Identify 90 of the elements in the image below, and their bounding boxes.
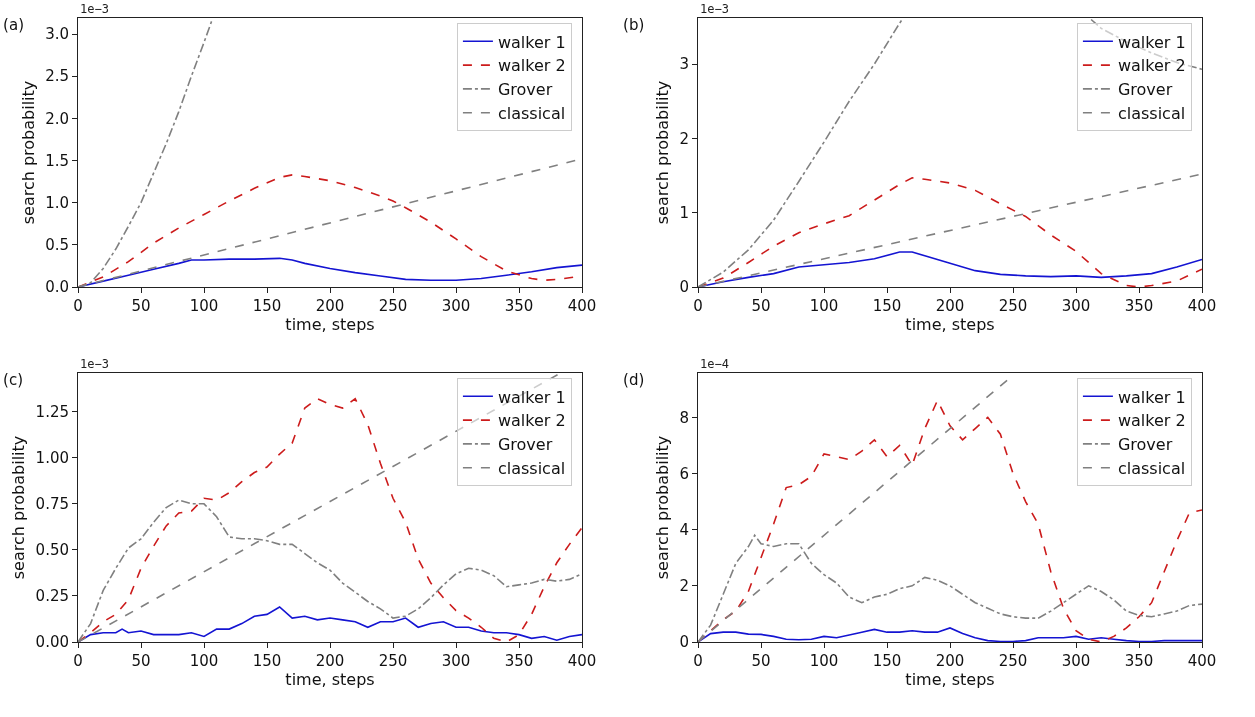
x-tick-label: 200 <box>935 652 965 670</box>
y-axis-title: search probability <box>653 80 673 225</box>
x-tick-label: 0 <box>73 297 83 315</box>
y-tick-label: 0.0 <box>45 278 69 297</box>
text: 1e−3 <box>80 357 109 371</box>
chart-title: (b) <box>623 15 645 34</box>
y-tick-label: 1.25 <box>35 402 69 421</box>
y-tick-label: 1.0 <box>45 193 69 212</box>
x-tick-label: 100 <box>809 297 839 315</box>
y-tick-label: 0.00 <box>35 633 69 652</box>
x-tick-label: 300 <box>1061 297 1091 315</box>
y-tick-label: 1.5 <box>45 151 69 170</box>
text: 1e−4 <box>700 357 729 371</box>
legend-label: Grover <box>497 80 553 100</box>
legend-label: walker 2 <box>497 411 566 431</box>
chart-title: (d) <box>623 370 645 389</box>
x-tick-label: 50 <box>751 297 771 315</box>
x-tick-label: 400 <box>567 297 597 315</box>
y-tick-label: 2 <box>679 577 689 596</box>
legend-label: walker 1 <box>497 387 566 407</box>
x-tick-label: 350 <box>1124 652 1154 670</box>
y-tick-label: 4 <box>679 520 689 539</box>
legend-label: Grover <box>497 435 553 455</box>
x-tick-label: 100 <box>809 652 839 670</box>
x-tick-label: 250 <box>378 652 408 670</box>
y-axis-title: search probability <box>653 435 673 580</box>
legend-label: walker 1 <box>1117 32 1186 52</box>
x-tick-label: 250 <box>998 652 1028 670</box>
x-tick-label: 400 <box>1187 297 1217 315</box>
x-tick-label: 150 <box>252 297 282 315</box>
x-axis-title: time, steps <box>905 670 995 689</box>
x-tick-label: 200 <box>315 297 345 315</box>
y-axis-title: search probability <box>9 435 29 580</box>
y-axis-title: search probability <box>19 80 39 225</box>
x-tick-label: 350 <box>1124 297 1154 315</box>
x-tick-label: 100 <box>189 652 219 670</box>
legend-label: classical <box>497 458 566 478</box>
text: 1e−3 <box>80 2 109 16</box>
chart-title: (a) <box>3 15 25 34</box>
x-axis-title: time, steps <box>285 670 375 689</box>
x-tick-label: 300 <box>441 297 471 315</box>
x-tick-label: 300 <box>1061 652 1091 670</box>
x-tick-label: 50 <box>751 652 771 670</box>
legend-label: walker 1 <box>1117 387 1186 407</box>
legend-label: walker 2 <box>497 56 566 76</box>
legend-label: classical <box>1117 458 1186 478</box>
legend-label: classical <box>1117 103 1186 123</box>
y-tick-label: 3.0 <box>45 25 69 44</box>
legend-label: Grover <box>1117 80 1173 100</box>
legend-label: classical <box>497 103 566 123</box>
x-tick-label: 50 <box>131 297 151 315</box>
y-tick-label: 0.25 <box>35 587 69 606</box>
x-tick-label: 100 <box>189 297 219 315</box>
legend-label: walker 2 <box>1117 56 1186 76</box>
x-tick-label: 250 <box>378 297 408 315</box>
y-tick-label: 0 <box>679 278 689 297</box>
text: 1e−3 <box>700 2 729 16</box>
y-tick-label: 8 <box>679 408 689 427</box>
x-axis-title: time, steps <box>285 315 375 334</box>
y-tick-label: 0.75 <box>35 495 69 514</box>
x-tick-label: 400 <box>1187 652 1217 670</box>
x-tick-label: 300 <box>441 652 471 670</box>
legend-label: walker 1 <box>497 32 566 52</box>
x-tick-label: 150 <box>872 652 902 670</box>
x-tick-label: 0 <box>693 652 703 670</box>
x-tick-label: 0 <box>693 297 703 315</box>
x-tick-label: 350 <box>504 652 534 670</box>
y-tick-label: 2 <box>679 129 689 148</box>
chart-title: (c) <box>3 370 24 389</box>
y-tick-label: 0 <box>679 633 689 652</box>
y-tick-label: 0.5 <box>45 236 69 255</box>
x-tick-label: 0 <box>73 652 83 670</box>
y-tick-label: 6 <box>679 464 689 483</box>
x-tick-label: 150 <box>252 652 282 670</box>
y-tick-label: 2.0 <box>45 109 69 128</box>
y-tick-label: 1 <box>679 203 689 222</box>
x-tick-label: 250 <box>998 297 1028 315</box>
x-axis-title: time, steps <box>905 315 995 334</box>
y-tick-label: 1.00 <box>35 449 69 467</box>
legend-label: walker 2 <box>1117 411 1186 431</box>
x-tick-label: 200 <box>935 297 965 315</box>
x-tick-label: 350 <box>504 297 534 315</box>
y-tick-label: 2.5 <box>45 67 69 86</box>
legend-label: Grover <box>1117 435 1173 455</box>
x-tick-label: 50 <box>131 652 151 670</box>
x-tick-label: 200 <box>315 652 345 670</box>
x-tick-label: 150 <box>872 297 902 315</box>
y-tick-label: 0.50 <box>35 541 69 560</box>
x-tick-label: 400 <box>567 652 597 670</box>
y-tick-label: 3 <box>679 55 689 74</box>
